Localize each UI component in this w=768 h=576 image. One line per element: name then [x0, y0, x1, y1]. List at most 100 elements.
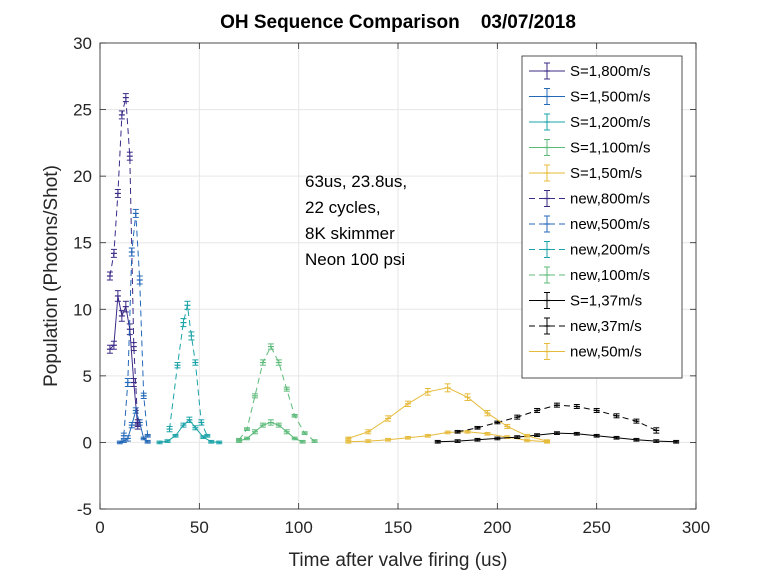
x-tick-label: 50 — [190, 518, 209, 537]
series-9 — [434, 431, 680, 444]
series-7 — [166, 300, 211, 438]
legend-label: new,100m/s — [570, 267, 650, 284]
data-point — [259, 422, 266, 428]
legend-label: new,37m/s — [570, 318, 642, 335]
data-point — [291, 413, 298, 418]
data-point — [299, 439, 306, 444]
data-point — [236, 437, 243, 442]
data-point — [244, 427, 251, 431]
series-11 — [345, 383, 550, 443]
data-point — [180, 318, 187, 328]
y-tick-label: -5 — [77, 500, 92, 519]
data-point — [122, 93, 129, 103]
data-point — [192, 425, 199, 431]
annotation-line-3: 8K skimmer — [305, 224, 395, 243]
data-point — [673, 439, 680, 444]
y-tick-label: 15 — [73, 234, 92, 253]
series-0 — [106, 290, 141, 430]
legend-entry: S=1,500m/s — [529, 88, 650, 106]
data-point — [544, 439, 550, 443]
data-point — [514, 414, 521, 420]
data-point — [244, 436, 251, 441]
data-point — [130, 342, 137, 352]
data-point — [164, 439, 171, 443]
y-tick-label: 5 — [83, 367, 92, 386]
legend: S=1,800m/s S=1,500m/s S=1,200m/s S=1,100m/s… — [521, 55, 683, 379]
data-point — [156, 440, 163, 445]
data-point — [106, 271, 113, 281]
y-tick-label: 30 — [73, 34, 92, 53]
data-point — [365, 439, 372, 443]
data-point — [464, 429, 471, 434]
data-point — [534, 433, 541, 437]
data-point — [172, 433, 179, 438]
data-point — [283, 386, 290, 392]
x-tick-label: 300 — [682, 518, 710, 537]
y-tick-label: 25 — [73, 101, 92, 120]
legend-label: S=1,50m/s — [570, 165, 642, 182]
data-point — [198, 419, 205, 426]
legend-label: S=1,200m/s — [570, 114, 650, 131]
data-point — [275, 359, 282, 366]
legend-entry: new,50m/s — [529, 343, 642, 361]
data-point — [251, 429, 258, 435]
data-point — [524, 433, 531, 438]
data-point — [267, 343, 274, 350]
data-point — [534, 407, 541, 413]
data-point — [118, 310, 125, 322]
legend-entry: S=1,100m/s — [529, 139, 650, 157]
annotation-line-4: Neon 100 psi — [305, 250, 405, 269]
x-tick-label: 250 — [582, 518, 610, 537]
series-3 — [236, 419, 306, 444]
data-point — [120, 432, 127, 439]
legend-entry: S=1,50m/s — [529, 164, 642, 182]
data-point — [259, 359, 266, 366]
series-layer — [106, 93, 680, 445]
annotation-line-1: 63us, 23.8us, — [305, 172, 407, 191]
legend-entry: new,800m/s — [529, 190, 650, 208]
x-tick-label: 0 — [95, 518, 104, 537]
series-line — [109, 295, 139, 427]
series-line — [109, 97, 139, 423]
data-point — [484, 431, 491, 436]
x-tick-label: 150 — [384, 518, 412, 537]
data-point — [404, 435, 411, 440]
data-point — [474, 425, 481, 430]
data-point — [301, 431, 308, 435]
data-point — [593, 433, 600, 438]
data-point — [188, 331, 195, 341]
data-point — [653, 427, 660, 434]
data-point — [424, 433, 431, 438]
data-point — [464, 393, 471, 401]
data-point — [291, 436, 298, 441]
legend-entry: S=1,200m/s — [529, 113, 650, 131]
data-point — [114, 188, 121, 198]
data-point — [110, 248, 117, 258]
data-point — [444, 430, 451, 435]
data-point — [216, 440, 223, 445]
data-point — [633, 418, 640, 424]
legend-label: S=1,37m/s — [570, 293, 642, 310]
data-point — [524, 438, 531, 443]
data-point — [184, 300, 191, 310]
data-point — [345, 436, 352, 441]
data-point — [385, 437, 392, 442]
legend-label: new,200m/s — [570, 242, 650, 259]
data-point — [454, 439, 461, 443]
data-point — [132, 208, 139, 218]
data-point — [494, 436, 501, 441]
legend-entry: S=1,37m/s — [529, 292, 642, 310]
legend-label: new,800m/s — [570, 191, 650, 208]
data-point — [454, 429, 461, 434]
data-point — [144, 439, 151, 444]
data-point — [128, 421, 135, 429]
data-point — [166, 425, 173, 433]
chart-title: OH Sequence Comparison 03/07/2018 — [220, 12, 576, 33]
data-point — [124, 378, 131, 388]
data-point — [114, 290, 121, 302]
legend-label: S=1,800m/s — [570, 63, 650, 80]
series-6 — [120, 208, 151, 439]
data-point — [653, 439, 660, 443]
data-point — [404, 400, 411, 407]
